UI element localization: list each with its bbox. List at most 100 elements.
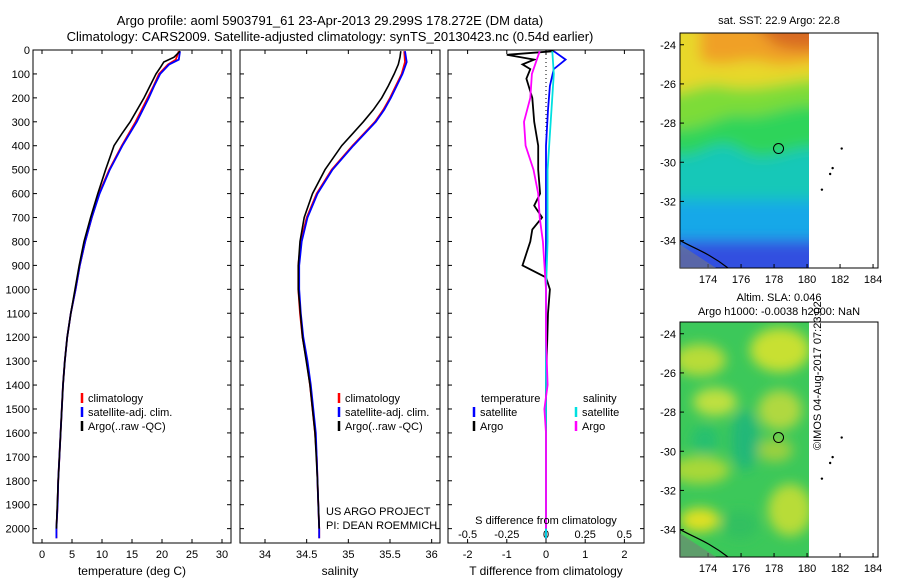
- temperature-ytick-label: 500: [12, 165, 30, 177]
- sst_map-ytick-label: -32: [660, 196, 676, 208]
- sst_map-panel: 174 176 178 180 182 184 -24 -26 -28 -30 -32 -34 sat.…: [660, 15, 882, 286]
- sst-field: [680, 33, 809, 268]
- sst_map-ytick-label: -30: [660, 157, 676, 169]
- temperature-xtick-label: 0: [39, 549, 45, 561]
- temperature-series-2: [55, 50, 181, 529]
- sst_map-xtick-label: 174: [699, 274, 717, 286]
- sst_map-ytick-label: -26: [660, 79, 676, 91]
- sst_map-xtick-label: 180: [798, 274, 816, 286]
- temperature-xtick-label: 20: [156, 549, 168, 561]
- temperature-ytick-label: 1700: [6, 452, 30, 464]
- temperature-legend-entry: Argo(..raw -QC): [88, 421, 166, 433]
- sla_map-xtick-label: 178: [765, 563, 783, 575]
- temperature-ytick-label: 1900: [6, 500, 30, 512]
- credit-label: ©IMOS 04-Aug-2017 07:23:02: [812, 301, 824, 450]
- sla_map-ytick-label: -28: [660, 407, 676, 419]
- sla_map-panel: 174 176 178 180 182 184 -24 -26 -28 -30 -32 -34 Alti…: [660, 292, 882, 575]
- sst_map-xtick-label: 184: [864, 274, 882, 286]
- sla_map-xtick-label: 174: [699, 563, 717, 575]
- sla_map-island: [828, 461, 832, 465]
- temperature-xtick-label: 15: [126, 549, 138, 561]
- temperature-ytick-label: 1100: [6, 308, 30, 320]
- sst_map-island: [820, 188, 824, 191]
- sla_map-xtick-label: 182: [831, 563, 849, 575]
- difference-salinity-legend-entry: satellite: [582, 407, 619, 419]
- sla_map-island: [840, 436, 843, 439]
- temperature-legend-title: temperature: [481, 393, 540, 405]
- difference-temperature-legend-entry: satellite: [480, 407, 517, 419]
- sst_map-xtick-label: 182: [831, 274, 849, 286]
- sst_map-island: [840, 147, 843, 150]
- sla_map-ytick-label: -30: [660, 446, 676, 458]
- temperature-series-1: [55, 51, 181, 539]
- salinity-xtick-label: 36: [426, 549, 438, 561]
- differences-series-3: [523, 50, 549, 529]
- temperature-axes-frame: [32, 49, 232, 544]
- sla_map-ytick-label: -24: [660, 329, 676, 341]
- temperature-ytick-label: 700: [12, 213, 30, 225]
- differences-xtick-label: 0: [543, 549, 549, 561]
- salinity-legend-entry: Argo(..raw -QC): [345, 421, 423, 433]
- sst_map-profile-marker: [773, 143, 785, 155]
- salinity-series-1: [298, 51, 408, 539]
- temperature-ytick-label: 2000: [6, 524, 30, 536]
- salinity-legend-entry: climatology: [345, 393, 401, 405]
- sst_map-island: [828, 172, 832, 176]
- differences-xtick-label: -2: [463, 549, 473, 561]
- sst_map-xtick-label: 176: [732, 274, 750, 286]
- sst_map-xtick-label: 178: [765, 274, 783, 286]
- temperature-ytick-label: 1000: [6, 284, 30, 296]
- sla_map-ytick-label: -32: [660, 485, 676, 497]
- differences-xtick-label: -1: [502, 549, 512, 561]
- project-line1: US ARGO PROJECT: [326, 506, 431, 518]
- sla_map-island: [820, 477, 824, 480]
- temperature-ytick-label: 0: [24, 45, 30, 57]
- differences-series-1: [506, 50, 554, 529]
- differences-stick-label: -0.25: [494, 529, 519, 541]
- sst_map-island: [831, 166, 834, 170]
- salinity-axes-frame: [239, 49, 441, 544]
- temperature-ytick-label: 300: [12, 117, 30, 129]
- temperature-legend-entry: satellite-adj. clim.: [88, 407, 172, 419]
- sla_map-xtick-label: 180: [798, 563, 816, 575]
- sla_map-ytick-label: -34: [660, 525, 676, 537]
- salinity-series-2: [297, 51, 402, 529]
- sla_map-profile-marker: [773, 432, 785, 444]
- sla_map-xtick-label: 176: [732, 563, 750, 575]
- temperature-ytick-label: 900: [12, 260, 30, 272]
- sst-map-title: sat. SST: 22.9 Argo: 22.8: [718, 15, 840, 27]
- differences-xtick-label: 1: [582, 549, 588, 561]
- sst_map-ytick-label: -28: [660, 118, 676, 130]
- temperature-ytick-label: 100: [12, 69, 30, 81]
- temperature-xtick-label: 5: [69, 549, 75, 561]
- salinity-legend-entry: satellite-adj. clim.: [345, 407, 429, 419]
- sla_map-ytick-label: -26: [660, 368, 676, 380]
- differences-xlabel: T difference from climatology: [469, 564, 623, 578]
- sst_map-ytick-label: -24: [660, 40, 676, 52]
- salinity-xtick-label: 34: [259, 549, 271, 561]
- differences-stick-label: 0.5: [617, 529, 632, 541]
- temperature-legend-entry: climatology: [88, 393, 144, 405]
- project-line2: PI: DEAN ROEMMICH: [326, 520, 437, 532]
- temperature-ytick-label: 1200: [6, 332, 30, 344]
- differences-stick-label: -0.5: [458, 529, 477, 541]
- salinity-xtick-label: 35.5: [379, 549, 400, 561]
- differences-xtick-label: 2: [621, 549, 627, 561]
- sla_map-coastline: [679, 528, 729, 558]
- salinity-panel: 34 34.5 35 35.5 36 salinity climatology satelli…: [239, 49, 441, 578]
- sla_map-frame: [679, 321, 879, 558]
- temperature-ytick-label: 400: [12, 141, 30, 153]
- temperature-ytick-label: 1800: [6, 476, 30, 488]
- differences-xlabel-top: S difference from climatology: [475, 515, 617, 527]
- temperature-ytick-label: 800: [12, 236, 30, 248]
- sla_map-land: [680, 533, 716, 557]
- sla-map-title-line1: Altim. SLA: 0.046: [737, 292, 822, 304]
- difference-temperature-legend-entry: Argo: [480, 421, 503, 433]
- sst_map-ytick-label: -34: [660, 236, 676, 248]
- sst_map-land: [680, 244, 716, 268]
- salinity-xlabel: salinity: [322, 564, 359, 578]
- sst_map-frame: [679, 32, 879, 269]
- sla-field: [680, 322, 809, 557]
- differences-series-2: [545, 51, 555, 539]
- temperature-ytick-label: 1600: [6, 428, 30, 440]
